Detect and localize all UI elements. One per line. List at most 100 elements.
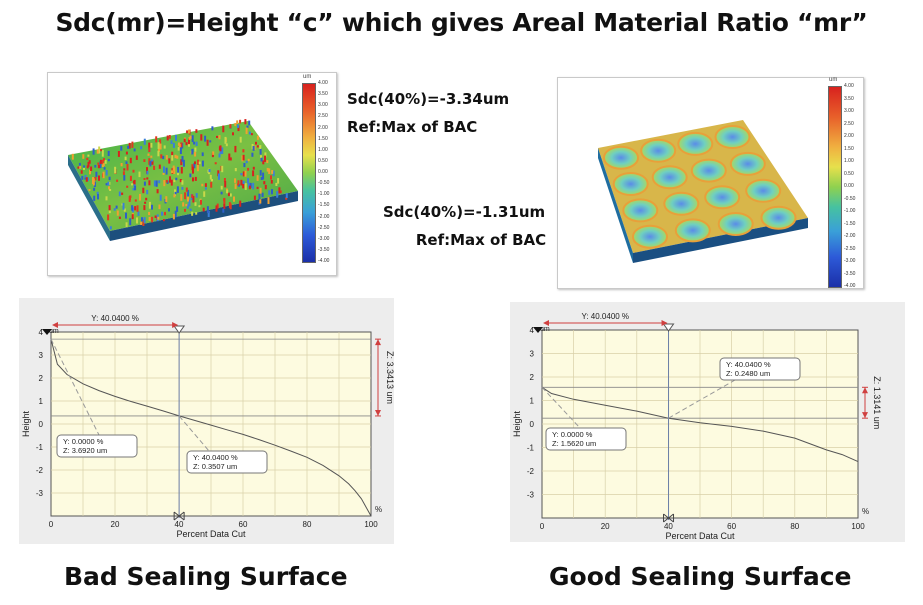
surface-peak	[192, 166, 194, 174]
x-tick-label: 20	[111, 520, 120, 529]
surface-peak	[87, 161, 90, 167]
surface-peak	[143, 178, 146, 180]
surface-peak	[117, 151, 120, 157]
arrow-right-icon	[661, 320, 668, 326]
surface-peak	[239, 200, 242, 207]
surface-peak	[127, 145, 130, 149]
bad-sdc-annotation: Sdc(40%)=-3.34um Ref:Max of BAC	[347, 85, 509, 141]
surface-peak	[163, 166, 165, 173]
surface-peak	[182, 159, 185, 167]
surface-peak	[195, 129, 198, 133]
callout-z-value: Z: 0.3507 um	[193, 462, 237, 471]
arrow-up-icon	[375, 339, 381, 346]
surface-peak	[177, 142, 180, 146]
surface-peak	[147, 153, 150, 156]
scale-tick-label: 1.50	[844, 145, 854, 152]
surface-peak	[242, 149, 245, 153]
surface-peak	[206, 206, 209, 214]
surface-cell	[632, 224, 668, 249]
y-tick-label: 1	[39, 397, 44, 406]
surface-peak	[208, 169, 211, 173]
surface-peak	[96, 191, 99, 195]
surface-peak	[173, 194, 176, 198]
surface-peak	[184, 208, 186, 212]
surface-peak	[88, 189, 91, 191]
callout-z-value: Z: 0.2480 um	[726, 369, 770, 378]
surface-peak	[180, 142, 183, 148]
arrow-left-icon	[52, 322, 58, 328]
surface-peak	[184, 192, 187, 200]
surface-peak	[218, 153, 221, 158]
cursor-handle-bottom-icon[interactable]	[173, 511, 185, 521]
surface-peak	[188, 199, 191, 207]
good-surface-3d-image	[598, 120, 808, 263]
surface-peak	[256, 135, 259, 140]
surface-peak	[275, 182, 278, 186]
surface-peak	[92, 177, 94, 184]
surface-peak	[260, 177, 263, 180]
surface-peak	[221, 165, 224, 173]
surface-peak	[146, 177, 149, 180]
surface-peak	[171, 170, 173, 174]
surface-peak	[237, 124, 239, 128]
surface-peak	[252, 182, 255, 190]
surface-peak	[105, 196, 108, 201]
surface-peak	[229, 124, 232, 129]
surface-peak	[204, 183, 207, 187]
callout-box	[545, 427, 627, 451]
surface-peak	[155, 136, 158, 143]
good-sdc-annotation: Sdc(40%)=-1.31um Ref:Max of BAC	[383, 198, 546, 254]
surface-peak	[131, 214, 134, 220]
surface-peak	[168, 135, 171, 139]
surface-peak	[201, 152, 204, 157]
surface-peak	[93, 195, 96, 201]
surface-peak	[177, 147, 180, 151]
surface-peak	[244, 183, 247, 190]
surface-peak	[121, 192, 124, 195]
surface-peak	[198, 161, 201, 165]
surface-peak	[236, 120, 239, 124]
cursor-handle-top-icon[interactable]	[173, 325, 186, 334]
x-tick-label: 0	[49, 520, 54, 529]
y-tick-label: -3	[527, 491, 535, 500]
surface-peak	[256, 175, 259, 181]
surface-peak	[181, 186, 184, 190]
surface-peak	[166, 135, 169, 141]
surface-peak	[174, 154, 177, 159]
y-tick-label: 4	[530, 326, 535, 335]
surface-peak	[99, 149, 102, 152]
surface-peak	[186, 130, 189, 134]
cursor-handle-top-icon[interactable]	[662, 323, 675, 332]
surface-peak	[218, 146, 221, 151]
cursor-handle-bottom-icon[interactable]	[663, 513, 675, 523]
good-color-scale-bar	[828, 86, 842, 288]
x-unit-label: %	[375, 505, 382, 514]
surface-cell	[745, 178, 782, 203]
surface-peak	[162, 155, 165, 160]
surface-peak	[108, 210, 111, 214]
surface-peak	[131, 141, 134, 148]
surface-peak	[83, 165, 86, 168]
surface-peak	[82, 154, 85, 159]
surface-peak	[144, 201, 147, 204]
surface-peak	[131, 205, 134, 211]
surface-peak	[234, 145, 237, 153]
surface-peak	[247, 182, 250, 188]
surface-peak	[98, 175, 100, 181]
surface-peak	[107, 150, 110, 156]
surface-peak	[225, 143, 228, 147]
surface-peak	[161, 211, 164, 216]
surface-peak	[271, 189, 273, 195]
surface-peak	[165, 155, 168, 160]
surface-peak	[170, 179, 173, 186]
surface-peak	[134, 185, 137, 191]
surface-peak	[109, 226, 112, 230]
surface-peak	[155, 180, 158, 187]
surface-peak	[270, 180, 273, 184]
surface-peak	[175, 134, 177, 141]
surface-peak	[229, 193, 232, 197]
surface-peak	[160, 154, 163, 159]
surface-peak	[120, 146, 123, 151]
surface-peak	[176, 206, 179, 212]
surface-peak	[270, 175, 272, 180]
